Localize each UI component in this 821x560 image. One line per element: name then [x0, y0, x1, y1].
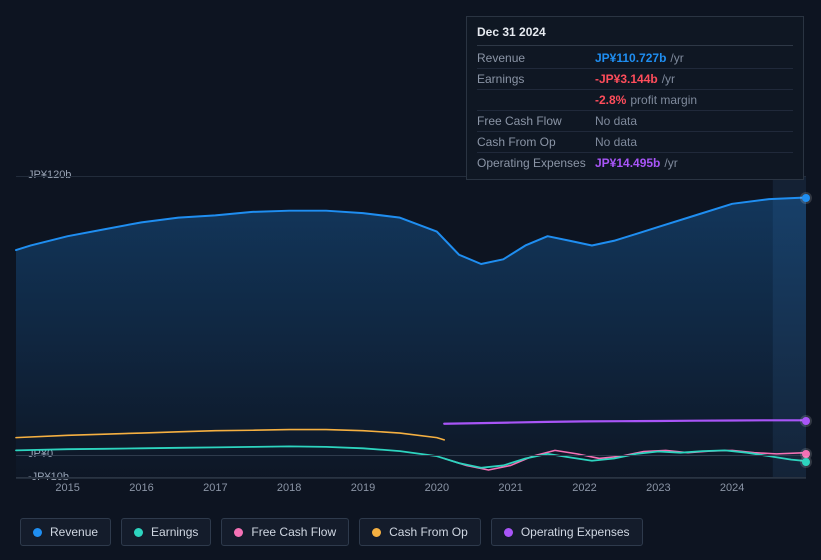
- legend-item-label: Operating Expenses: [521, 525, 630, 539]
- x-axis-tick-label: 2018: [277, 482, 301, 494]
- legend-item-label: Cash From Op: [389, 525, 468, 539]
- legend-item-opex[interactable]: Operating Expenses: [491, 518, 643, 546]
- x-axis-tick-label: 2015: [55, 482, 79, 494]
- tooltip-row-label: Operating Expenses: [477, 155, 595, 171]
- tooltip-row: Earnings-JP¥3.144b/yr: [477, 69, 793, 90]
- tooltip-date: Dec 31 2024: [477, 25, 793, 46]
- series-end-marker: [802, 417, 810, 425]
- tooltip-row-sub-suffix: profit margin: [630, 92, 697, 108]
- legend-item-cashop[interactable]: Cash From Op: [359, 518, 481, 546]
- tooltip-row: RevenueJP¥110.727b/yr: [477, 48, 793, 69]
- x-axis-tick-label: 2016: [129, 482, 153, 494]
- x-axis-tick-label: 2017: [203, 482, 227, 494]
- x-axis-tick-label: 2024: [720, 482, 744, 494]
- legend-item-revenue[interactable]: Revenue: [20, 518, 111, 546]
- x-axis-tick-label: 2020: [425, 482, 449, 494]
- data-tooltip: Dec 31 2024 RevenueJP¥110.727b/yrEarning…: [466, 16, 804, 180]
- tooltip-row-nodata: No data: [595, 113, 637, 129]
- legend-item-label: Earnings: [151, 525, 198, 539]
- tooltip-row-value: JP¥110.727b: [595, 50, 666, 66]
- legend-swatch-icon: [134, 528, 143, 537]
- tooltip-row-sub-value: -2.8%: [595, 92, 626, 108]
- series-end-marker: [802, 458, 810, 466]
- chart: JP¥120bJP¥0-JP¥10b: [16, 158, 806, 478]
- legend-item-earnings[interactable]: Earnings: [121, 518, 211, 546]
- series-end-marker: [802, 450, 810, 458]
- tooltip-row-suffix: /yr: [664, 155, 677, 171]
- x-axis: 2015 2016 2017 2018 2019 2020 2021 2022 2023 2024: [16, 482, 806, 500]
- legend-swatch-icon: [234, 528, 243, 537]
- tooltip-row-value: JP¥14.495b: [595, 155, 660, 171]
- tooltip-row-label: Free Cash Flow: [477, 113, 595, 129]
- legend-swatch-icon: [504, 528, 513, 537]
- x-axis-tick-label: 2023: [646, 482, 670, 494]
- tooltip-row-nodata: No data: [595, 134, 637, 150]
- tooltip-row: Free Cash FlowNo data: [477, 111, 793, 132]
- tooltip-row-label: Earnings: [477, 71, 595, 87]
- legend-item-fcf[interactable]: Free Cash Flow: [221, 518, 349, 546]
- legend-item-label: Revenue: [50, 525, 98, 539]
- x-axis-tick-label: 2021: [498, 482, 522, 494]
- series-end-marker: [802, 194, 810, 202]
- tooltip-rows: RevenueJP¥110.727b/yrEarnings-JP¥3.144b/…: [477, 48, 793, 173]
- tooltip-row-label: Revenue: [477, 50, 595, 66]
- legend: Revenue Earnings Free Cash Flow Cash From O…: [20, 518, 643, 546]
- tooltip-row: Cash From OpNo data: [477, 132, 793, 153]
- tooltip-row-sub: -2.8%profit margin: [477, 90, 793, 111]
- x-axis-tick-label: 2022: [572, 482, 596, 494]
- tooltip-row-value: -JP¥3.144b: [595, 71, 658, 87]
- gridline: [16, 455, 806, 456]
- plot-area[interactable]: [16, 176, 806, 478]
- tooltip-row: Operating ExpensesJP¥14.495b/yr: [477, 153, 793, 173]
- gridline: [16, 478, 806, 479]
- tooltip-row-label: Cash From Op: [477, 134, 595, 150]
- legend-swatch-icon: [33, 528, 42, 537]
- tooltip-row-suffix: /yr: [662, 71, 675, 87]
- legend-item-label: Free Cash Flow: [251, 525, 336, 539]
- legend-swatch-icon: [372, 528, 381, 537]
- x-axis-tick-label: 2019: [351, 482, 375, 494]
- tooltip-row-suffix: /yr: [670, 50, 683, 66]
